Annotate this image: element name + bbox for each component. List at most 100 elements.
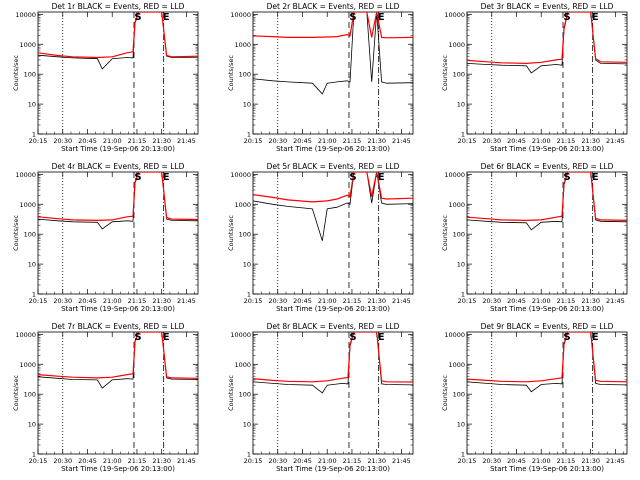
x-tick-label: 20:15 — [244, 297, 263, 305]
panel-title: Det 8r BLACK = Events, RED = LLD — [267, 322, 400, 331]
y-axis-label: Counts/sec — [227, 215, 235, 251]
plot-frame — [466, 11, 628, 135]
panel-title: Det 1r BLACK = Events, RED = LLD — [52, 2, 185, 11]
x-tick-label: 21:00 — [532, 297, 551, 305]
events-series-line — [253, 12, 413, 95]
x-axis-label: Start Time (19-Sep-06 20:13:00) — [61, 145, 175, 153]
x-tick-label: 20:15 — [29, 297, 48, 305]
y-tick-label: 100 — [24, 71, 36, 79]
x-tick-label: 20:15 — [244, 457, 263, 465]
lld-series-line — [467, 172, 627, 222]
x-tick-label: 21:00 — [318, 457, 337, 465]
x-tick-label: 21:15 — [343, 137, 362, 145]
y-tick-label: 1000 — [19, 201, 36, 209]
x-tick-label: 21:00 — [103, 457, 122, 465]
y-axis-label: Counts/sec — [227, 375, 235, 411]
x-tick-label: 21:00 — [103, 297, 122, 305]
y-tick-label: 1 — [247, 131, 251, 139]
detector-panel-4: Det 4r BLACK = Events, RED = LLD 1 10 100 10… — [12, 162, 199, 313]
flare-marker-s: S — [563, 12, 570, 23]
x-tick-label: 21:30 — [367, 137, 386, 145]
x-tick-label: 20:30 — [53, 297, 72, 305]
plot-frame — [37, 11, 199, 135]
x-tick-label: 20:15 — [29, 457, 48, 465]
x-tick-label: 21:00 — [318, 137, 337, 145]
x-tick-label: 21:15 — [557, 137, 576, 145]
x-tick-label: 20:15 — [29, 137, 48, 145]
events-series-line — [38, 172, 198, 230]
y-tick-label: 10000 — [230, 331, 251, 339]
lld-series-line — [253, 12, 413, 39]
panel-title: Det 2r BLACK = Events, RED = LLD — [267, 2, 400, 11]
x-tick-label: 20:15 — [458, 457, 477, 465]
x-tick-label: 20:45 — [78, 297, 97, 305]
x-tick-label: 21:15 — [343, 457, 362, 465]
x-axis-label: Start Time (19-Sep-06 20:13:00) — [490, 305, 604, 313]
flare-marker-s: S — [349, 172, 356, 183]
flare-marker-s: S — [349, 12, 356, 23]
y-tick-label: 100 — [24, 231, 36, 239]
x-axis-label: Start Time (19-Sep-06 20:13:00) — [61, 465, 175, 473]
x-tick-label: 21:15 — [128, 137, 147, 145]
x-tick-label: 20:45 — [507, 137, 526, 145]
flare-marker-e: E — [592, 172, 599, 183]
y-axis-label: Counts/sec — [441, 375, 449, 411]
y-tick-label: 100 — [453, 231, 465, 239]
y-tick-label: 10 — [243, 101, 251, 109]
x-tick-label: 21:30 — [581, 137, 600, 145]
detector-panel-9: Det 9r BLACK = Events, RED = LLD 1 10 100 10… — [441, 322, 628, 473]
events-series-line — [253, 172, 413, 241]
y-tick-label: 100 — [239, 391, 251, 399]
y-tick-label: 1000 — [448, 41, 465, 49]
flare-marker-e: E — [163, 172, 170, 183]
y-tick-label: 1000 — [448, 201, 465, 209]
panel-title: Det 3r BLACK = Events, RED = LLD — [481, 2, 614, 11]
panel-title: Det 4r BLACK = Events, RED = LLD — [52, 162, 185, 171]
flare-marker-s: S — [349, 332, 356, 343]
y-tick-label: 10000 — [444, 331, 465, 339]
x-tick-label: 21:30 — [367, 297, 386, 305]
detector-panel-3: Det 3r BLACK = Events, RED = LLD 1 10 100 10… — [441, 2, 628, 153]
y-axis-label: Counts/sec — [12, 375, 20, 411]
x-tick-label: 20:15 — [458, 297, 477, 305]
y-tick-label: 1000 — [234, 361, 251, 369]
y-axis-label: Counts/sec — [227, 55, 235, 91]
x-tick-label: 20:45 — [507, 297, 526, 305]
plot-frame — [252, 331, 414, 455]
x-tick-label: 21:45 — [177, 137, 196, 145]
flare-marker-e: E — [592, 332, 599, 343]
y-tick-label: 10000 — [15, 171, 36, 179]
x-tick-label: 20:15 — [458, 137, 477, 145]
lld-series-line — [467, 332, 627, 383]
x-tick-label: 20:30 — [268, 297, 287, 305]
y-tick-label: 10 — [457, 101, 465, 109]
flare-marker-s: S — [134, 12, 141, 23]
x-tick-label: 20:45 — [293, 137, 312, 145]
panel-title: Det 6r BLACK = Events, RED = LLD — [481, 162, 614, 171]
x-tick-label: 21:30 — [152, 137, 171, 145]
flare-marker-e: E — [592, 12, 599, 23]
y-axis-label: Counts/sec — [12, 215, 20, 251]
x-tick-label: 21:15 — [128, 457, 147, 465]
plot-frame — [466, 331, 628, 455]
y-tick-label: 1000 — [19, 41, 36, 49]
y-tick-label: 100 — [239, 231, 251, 239]
x-tick-label: 21:00 — [318, 297, 337, 305]
x-tick-label: 21:30 — [581, 457, 600, 465]
x-tick-label: 20:30 — [268, 137, 287, 145]
x-tick-label: 20:45 — [78, 457, 97, 465]
events-series-line — [467, 172, 627, 231]
flare-marker-e: E — [163, 332, 170, 343]
y-tick-label: 10000 — [230, 171, 251, 179]
detector-panel-8: Det 8r BLACK = Events, RED = LLD 1 10 100 10… — [227, 322, 414, 473]
flare-marker-e: E — [163, 12, 170, 23]
events-series-line — [467, 332, 627, 393]
events-series-line — [253, 332, 413, 394]
x-axis-label: Start Time (19-Sep-06 20:13:00) — [490, 465, 604, 473]
lld-series-line — [38, 12, 198, 59]
y-tick-label: 10000 — [15, 11, 36, 19]
y-tick-label: 1 — [461, 131, 465, 139]
x-tick-label: 21:30 — [581, 297, 600, 305]
y-tick-label: 1 — [461, 291, 465, 299]
x-tick-label: 20:45 — [507, 457, 526, 465]
